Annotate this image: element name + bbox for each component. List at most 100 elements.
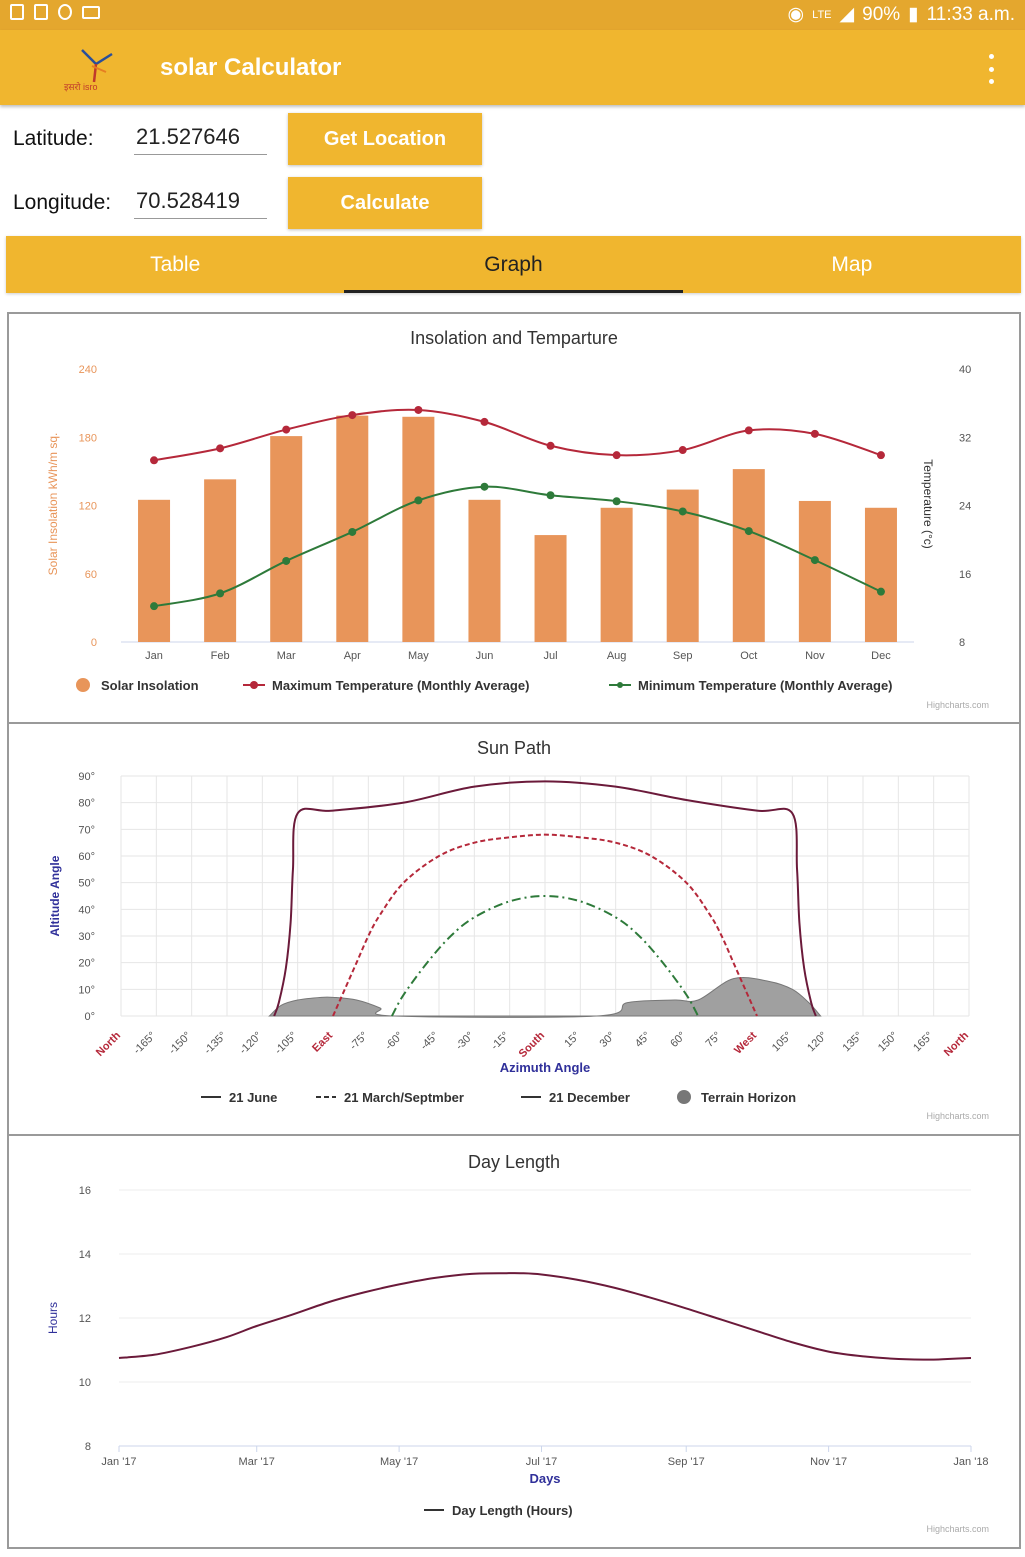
network-type: LTE <box>812 8 832 21</box>
tab-map[interactable]: Map <box>831 252 873 276</box>
get-location-button[interactable]: Get Location <box>288 113 482 165</box>
legend-label-max: Maximum Temperature (Monthly Average) <box>272 678 529 693</box>
insolation-temperature-svg: Insolation and Temparture 0 60 120 180 240 8 16… <box>46 328 989 710</box>
point-max-temp <box>282 425 291 434</box>
x-tick-label: 45° <box>633 1030 653 1050</box>
point-min-temp <box>216 589 225 598</box>
chart-title: Insolation and Temparture <box>410 328 618 348</box>
bar-solar-insolation <box>138 499 171 642</box>
chart-title: Day Length <box>468 1152 560 1172</box>
y-tick-label: 12 <box>79 1313 91 1325</box>
y-tick-label: 30° <box>78 931 95 943</box>
battery-icon: ▮ <box>908 4 919 25</box>
chart-title: Sun Path <box>477 738 551 758</box>
y-tick-label: 60 <box>85 569 97 581</box>
x-tick-label: Apr <box>344 650 361 662</box>
x-tick-label: -60° <box>383 1030 406 1053</box>
app-title: solar Calculator <box>160 54 342 81</box>
x-tick-label: South <box>517 1029 548 1060</box>
line-day-length <box>118 1272 972 1361</box>
x-tick-label: May '17 <box>380 1456 418 1468</box>
point-min-temp <box>744 527 753 536</box>
point-min-temp <box>612 497 621 506</box>
y-axis-title: Hours <box>46 1302 60 1334</box>
day-length-chart: Day Length 8 10 12 14 16 Hours Jan '17 Mar '17 Ma… <box>7 1134 1021 1549</box>
y-tick-label: 20° <box>78 958 95 970</box>
x-tick-label: 75° <box>704 1030 724 1050</box>
tab-table[interactable]: Table <box>150 252 201 276</box>
bar-solar-insolation <box>600 507 633 642</box>
x-tick-label: North <box>942 1029 971 1058</box>
overflow-menu-icon[interactable] <box>985 54 997 84</box>
point-min-temp <box>480 482 489 491</box>
x-tick-label: 15° <box>562 1030 582 1050</box>
legend-label-june: 21 June <box>229 1090 277 1105</box>
legend-label-solar: Solar Insolation <box>101 678 199 693</box>
x-tick-label: Mar '17 <box>239 1456 275 1468</box>
sun-path-line-2 <box>391 894 699 1017</box>
y-tick-label: 60° <box>78 851 95 863</box>
x-tick-label: Nov <box>805 650 825 662</box>
y-tick-label: 40° <box>78 904 95 916</box>
chart-credits: Highcharts.com <box>926 1524 989 1534</box>
latitude-input[interactable] <box>134 124 267 155</box>
sun-path-line-0 <box>273 780 817 1017</box>
point-max-temp <box>414 405 423 414</box>
y2-tick-label: 16 <box>959 569 971 581</box>
y-tick-label: 120 <box>79 501 97 513</box>
bar-solar-insolation <box>402 416 435 642</box>
x-tick-label: 135° <box>841 1030 866 1055</box>
x-tick-label: -150° <box>167 1030 194 1057</box>
point-min-temp <box>348 527 357 536</box>
x-tick-label: 105° <box>770 1030 795 1055</box>
x-tick-label: West <box>732 1029 759 1056</box>
y-tick-label: 50° <box>78 878 95 890</box>
longitude-input[interactable] <box>134 188 267 219</box>
x-tick-label: -105° <box>273 1030 300 1057</box>
x-tick-label: Dec <box>871 650 891 662</box>
tab-bar: Table Graph Map <box>6 236 1021 293</box>
x-tick-label: -135° <box>202 1030 229 1057</box>
legend-label-december: 21 December <box>549 1090 630 1105</box>
calculate-button[interactable]: Calculate <box>288 177 482 229</box>
bar-solar-insolation <box>270 436 303 642</box>
x-tick-label: 165° <box>911 1030 936 1055</box>
y-tick-label: 8 <box>85 1441 91 1453</box>
y-tick-label: 14 <box>79 1249 91 1261</box>
x-tick-label: Jan '17 <box>101 1456 136 1468</box>
status-bar: ◉ LTE ◢ 90% ▮ 11:33 a.m. <box>0 0 1025 30</box>
x-axis-title: Days <box>529 1471 560 1486</box>
bar-solar-insolation <box>468 499 501 642</box>
day-length-svg: Day Length 8 10 12 14 16 Hours Jan '17 Mar '17 Ma… <box>46 1152 989 1534</box>
clock: 11:33 a.m. <box>926 3 1015 25</box>
y-tick-label: 10 <box>79 1377 91 1389</box>
point-min-temp <box>150 602 159 611</box>
point-min-temp <box>282 556 291 565</box>
x-tick-label: Sep '17 <box>668 1456 705 1468</box>
y2-tick-label: 24 <box>959 501 971 513</box>
x-tick-label: -15° <box>489 1030 512 1053</box>
battery-level: 90% <box>862 3 901 25</box>
x-tick-label: 120° <box>805 1030 830 1055</box>
y2-tick-label: 8 <box>959 637 965 649</box>
point-max-temp <box>744 426 753 435</box>
point-max-temp <box>150 456 159 465</box>
x-tick-label: Oct <box>740 650 757 662</box>
x-tick-label: May <box>408 650 429 662</box>
area-terrain-horizon <box>268 977 822 1018</box>
x-tick-label: -120° <box>237 1030 264 1057</box>
x-tick-label: 60° <box>668 1030 688 1050</box>
point-min-temp <box>876 587 885 596</box>
y2-axis-title: Temperature (°c) <box>921 459 935 549</box>
line-max-temp <box>153 408 882 462</box>
sun-path-svg: Sun Path 0° 10° 20° 30° 40° 50° 60° 70° 80° 90° Alt… <box>48 738 989 1121</box>
x-tick-label: Jul <box>544 650 558 662</box>
x-tick-label: Jul '17 <box>526 1456 557 1468</box>
y2-tick-label: 40 <box>959 364 971 376</box>
bar-solar-insolation <box>204 479 237 642</box>
x-tick-label: East <box>310 1029 335 1054</box>
point-max-temp <box>678 446 687 455</box>
signal-icon: ◢ <box>839 4 855 25</box>
tab-graph[interactable]: Graph <box>344 236 683 293</box>
mail-icon <box>82 5 100 19</box>
